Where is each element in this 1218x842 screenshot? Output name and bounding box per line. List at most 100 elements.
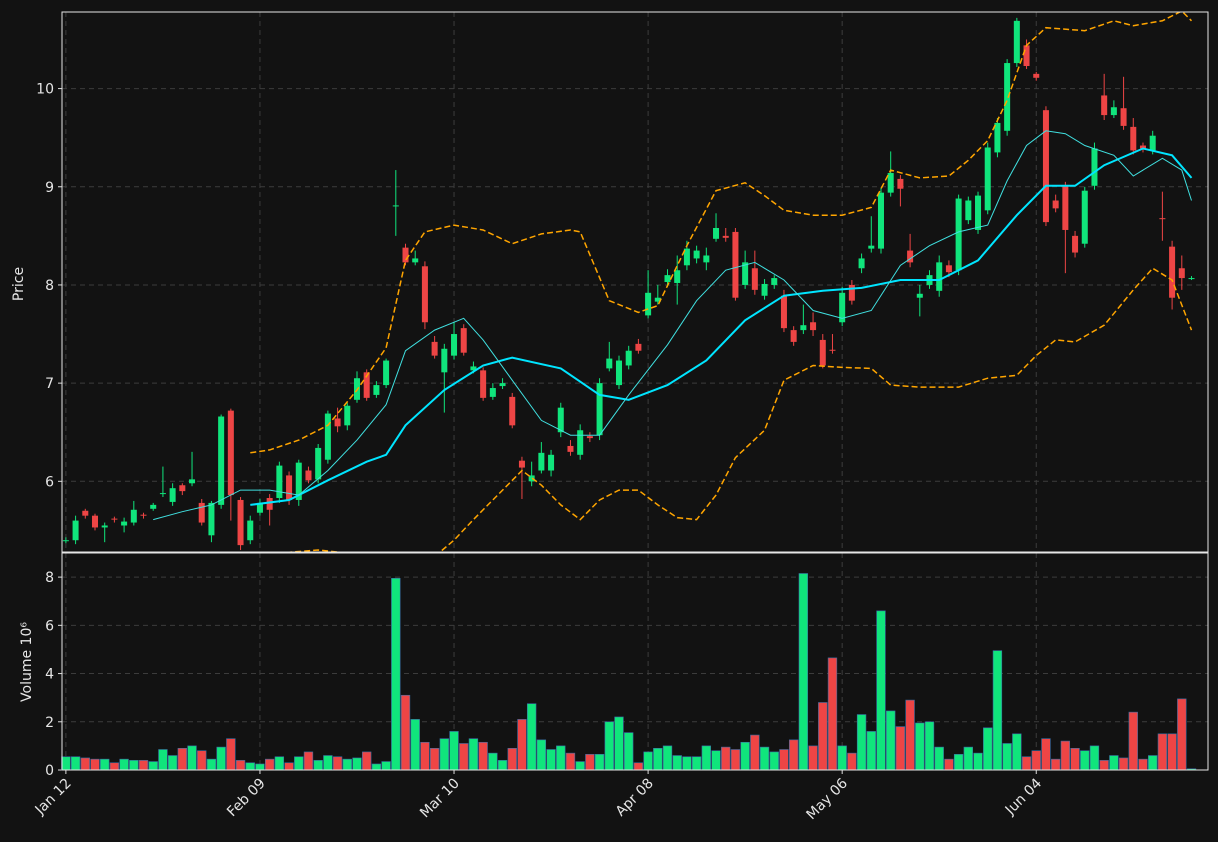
volume-bar [633, 762, 644, 771]
candle-body [936, 262, 943, 291]
candle-body [460, 328, 467, 353]
volume-bar [624, 732, 634, 771]
volume-bar [973, 752, 983, 771]
candle-body [703, 255, 710, 263]
candle-body [480, 370, 487, 398]
volume-bar [759, 746, 770, 771]
candle-body [189, 479, 196, 484]
volume-bar [488, 752, 498, 771]
volume-bar [924, 721, 935, 771]
volume-bar [1177, 698, 1187, 771]
volume-bar [1070, 747, 1080, 771]
candle-body [266, 498, 273, 510]
candle-body [877, 192, 884, 249]
candle-body [237, 499, 244, 546]
candle-body [548, 454, 555, 471]
volume-bar [381, 761, 391, 771]
candle-body [1101, 95, 1108, 116]
candle-body [121, 521, 128, 526]
candle-body [276, 465, 283, 498]
candle-body [91, 515, 99, 528]
candle-body [392, 205, 399, 207]
volume-bar [1089, 745, 1100, 771]
candle-body [363, 372, 370, 398]
candle-body [101, 525, 108, 528]
y-tick-label: 9 [45, 180, 54, 196]
volume-bar [449, 731, 459, 771]
candle-body [664, 275, 671, 282]
volume-bar [255, 763, 265, 771]
candle-body [159, 493, 166, 495]
candle-body [1120, 108, 1127, 126]
y-tick-label: 8 [45, 278, 54, 294]
candle-body [227, 410, 234, 496]
volume-bar [90, 758, 100, 771]
candle-body [344, 405, 351, 426]
volume-bar [313, 760, 323, 771]
candle-body [994, 122, 1001, 153]
candle-body [887, 173, 894, 193]
indicator-line [250, 147, 1193, 506]
candle-body [965, 200, 972, 221]
volume-bar [507, 747, 517, 771]
volume-bar [206, 758, 217, 771]
volume-bar [721, 746, 731, 771]
volume-bar [410, 719, 420, 771]
volume-bar [837, 745, 847, 771]
candle-body [645, 292, 652, 316]
volume-bar [944, 758, 954, 771]
candle-body [169, 488, 176, 502]
candle-body [567, 445, 574, 452]
volume-bar [614, 716, 624, 771]
volume-bar [1118, 757, 1129, 771]
volume-bar [827, 657, 838, 771]
volume-bar [391, 578, 401, 771]
candle-body [431, 341, 438, 356]
candle-body [1013, 20, 1020, 64]
volume-frame [61, 552, 1209, 771]
volume-bar [245, 762, 255, 771]
volume-bar [526, 703, 537, 771]
candle-body [373, 385, 380, 395]
volume-bar [80, 757, 90, 771]
candle-body [1033, 73, 1040, 78]
candle-body [412, 258, 419, 263]
candle-body [1072, 235, 1079, 253]
volume-bar [274, 756, 285, 771]
volume-bar [788, 739, 799, 771]
volume-bar [575, 761, 585, 771]
candle-body [751, 268, 758, 290]
candle-body [984, 147, 991, 211]
indicator-line [282, 267, 1193, 552]
candle-body [1188, 278, 1195, 280]
volume-bar [847, 752, 857, 771]
volume-bar [478, 741, 488, 771]
volume-bar [818, 702, 828, 771]
price-plot [62, 12, 1195, 552]
candle-body [606, 358, 613, 369]
candle-body [790, 330, 797, 342]
candle-body [72, 520, 79, 541]
candle-body [286, 475, 293, 500]
volume-bar [1138, 758, 1148, 771]
volume-bar [1109, 755, 1119, 771]
candle-body [945, 265, 952, 273]
volume-bar [1021, 756, 1032, 771]
volume-bar [119, 758, 129, 771]
candle-body [1110, 107, 1117, 116]
volume-bar [565, 752, 576, 771]
volume-bar [895, 726, 906, 771]
volume-tick-label: 0 [45, 763, 54, 779]
candle-body [509, 396, 516, 426]
candle-body [868, 245, 875, 249]
candle-body [247, 520, 254, 541]
volume-bar [497, 760, 508, 771]
volume-bar [1060, 740, 1071, 771]
candle-body [683, 248, 690, 266]
candle-body [780, 295, 787, 329]
candle-body [334, 418, 341, 427]
volume-bar [1099, 760, 1109, 771]
volume-bar [585, 754, 595, 771]
volume-bar [886, 710, 896, 771]
